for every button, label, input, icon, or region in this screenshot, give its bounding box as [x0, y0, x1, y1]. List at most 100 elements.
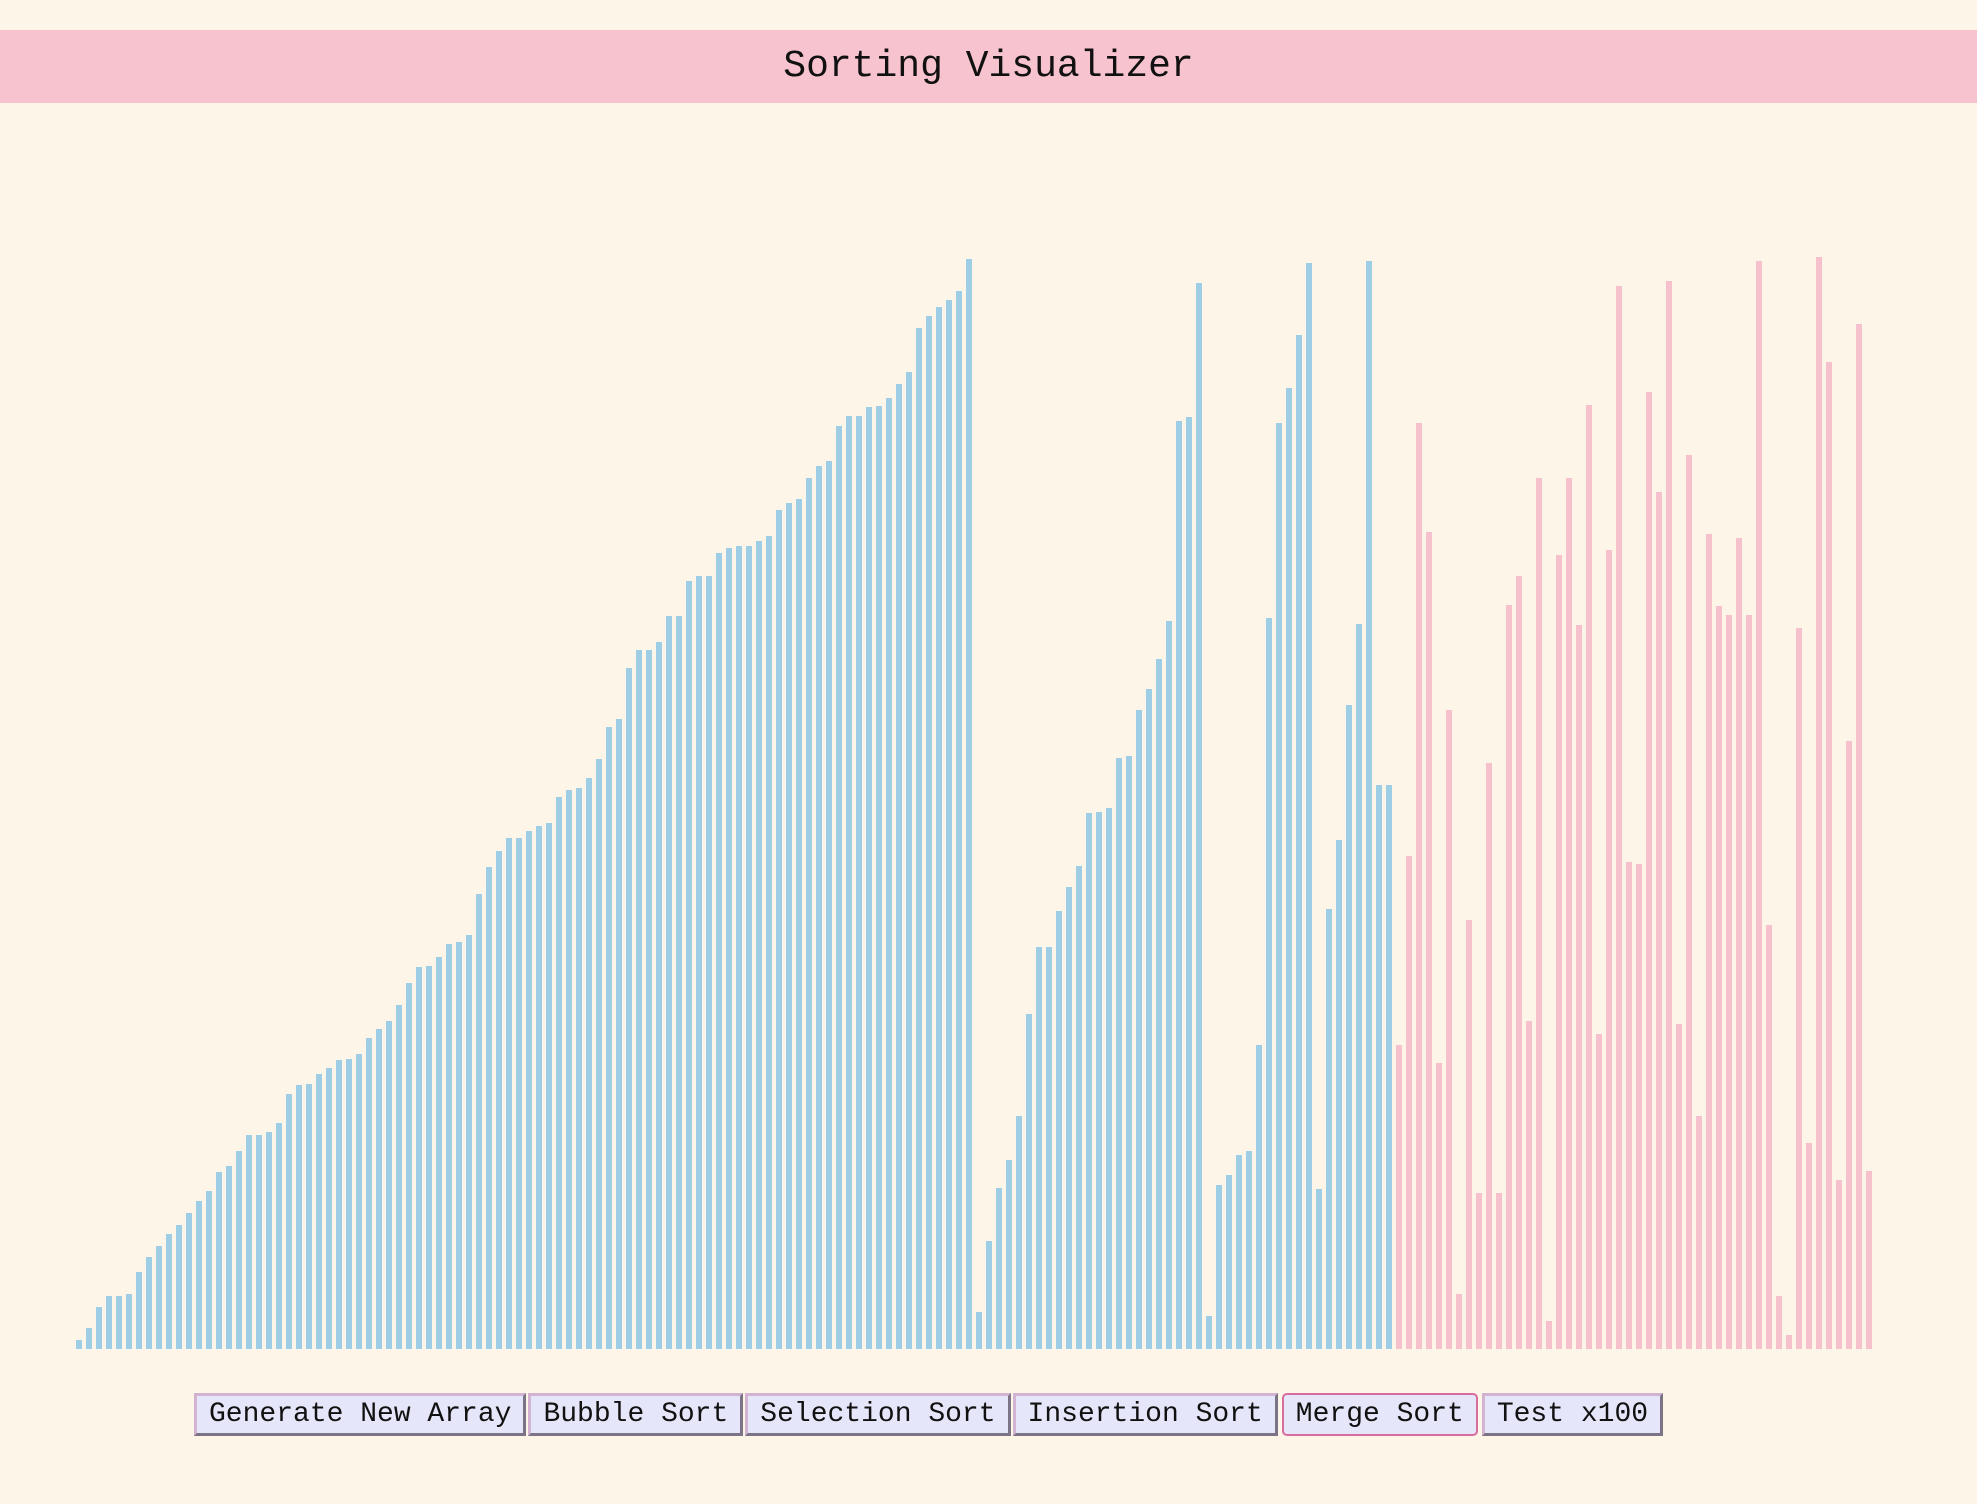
array-bar — [1376, 785, 1382, 1349]
array-bar — [1196, 283, 1202, 1349]
array-bar — [836, 425, 842, 1349]
array-bar — [1456, 1293, 1462, 1349]
button[interactable]: Merge Sort — [1281, 1393, 1478, 1436]
array-bar — [1436, 1062, 1442, 1349]
array-bar — [986, 1240, 992, 1349]
array-bar — [406, 983, 412, 1349]
array-bar — [1246, 1151, 1252, 1349]
title: Sorting Visualizer — [783, 45, 1194, 88]
button[interactable]: Generate New Array — [194, 1393, 527, 1436]
header: Sorting Visualizer — [0, 30, 1977, 103]
array-bar — [846, 415, 852, 1349]
array-bar — [566, 790, 572, 1349]
array-bar — [976, 1312, 982, 1349]
array-bar — [1296, 335, 1302, 1349]
array-bar — [1476, 1192, 1482, 1349]
array-bar — [1136, 709, 1142, 1349]
array-bar — [1346, 704, 1352, 1349]
array-bar — [186, 1212, 192, 1349]
array-bar — [266, 1132, 272, 1349]
array-bar — [1546, 1321, 1552, 1349]
array-bar — [236, 1151, 242, 1349]
array-bar — [1126, 756, 1132, 1349]
bar-area — [76, 256, 1872, 1349]
array-bar — [906, 371, 912, 1349]
array-bar — [1216, 1185, 1222, 1349]
button[interactable]: Bubble Sort — [528, 1393, 744, 1436]
array-bar — [396, 1004, 402, 1349]
array-bar — [1756, 260, 1762, 1349]
array-bar — [216, 1172, 222, 1349]
array-bar — [456, 941, 462, 1349]
array-bar — [936, 307, 942, 1349]
array-bar — [1606, 549, 1612, 1349]
array-bar — [676, 616, 682, 1349]
array-bar — [956, 291, 962, 1349]
array-bar — [476, 893, 482, 1349]
array-bar — [656, 641, 662, 1349]
array-bar — [246, 1134, 252, 1349]
array-bar — [1626, 862, 1632, 1349]
array-bar — [136, 1272, 142, 1349]
array-bar — [126, 1293, 132, 1349]
array-bar — [1736, 538, 1742, 1349]
array-bar — [1836, 1180, 1842, 1349]
array-bar — [1326, 908, 1332, 1349]
array-bar — [856, 415, 862, 1349]
array-bar — [416, 966, 422, 1349]
array-bar — [1796, 627, 1802, 1349]
array-bar — [326, 1067, 332, 1349]
array-bar — [1086, 813, 1092, 1349]
array-bar — [516, 838, 522, 1349]
array-bar — [526, 830, 532, 1349]
array-bar — [1496, 1192, 1502, 1349]
array-bar — [1206, 1316, 1212, 1349]
array-bar — [556, 796, 562, 1349]
array-bar — [806, 477, 812, 1349]
button[interactable]: Selection Sort — [745, 1393, 1011, 1436]
array-bar — [1156, 659, 1162, 1349]
array-bar — [1046, 946, 1052, 1349]
array-bar — [796, 499, 802, 1349]
array-bar — [1036, 946, 1042, 1349]
array-bar — [1446, 709, 1452, 1349]
array-bar — [1776, 1296, 1782, 1349]
array-bar — [1566, 477, 1572, 1349]
array-bar — [1056, 911, 1062, 1349]
array-bar — [436, 956, 442, 1349]
array-bar — [1556, 554, 1562, 1349]
array-bar — [536, 825, 542, 1349]
array-bar — [1146, 689, 1152, 1349]
array-bar — [1786, 1335, 1792, 1349]
array-bar — [1116, 757, 1122, 1349]
array-bar — [706, 576, 712, 1349]
array-bar — [156, 1245, 162, 1349]
array-bar — [666, 616, 672, 1349]
array-bar — [786, 502, 792, 1349]
array-bar — [826, 461, 832, 1349]
array-bar — [1746, 615, 1752, 1349]
array-bar — [1806, 1143, 1812, 1349]
array-bar — [916, 327, 922, 1349]
button[interactable]: Test x100 — [1481, 1393, 1664, 1436]
array-bar — [1256, 1045, 1262, 1349]
array-bar — [1006, 1159, 1012, 1349]
array-bar — [966, 259, 972, 1349]
array-bar — [486, 867, 492, 1349]
array-bar — [346, 1058, 352, 1349]
array-bar — [1536, 477, 1542, 1349]
array-bar — [766, 535, 772, 1349]
array-bar — [726, 548, 732, 1349]
array-bar — [1276, 423, 1282, 1349]
array-bar — [1096, 811, 1102, 1349]
array-bar — [1016, 1115, 1022, 1349]
array-bar — [596, 758, 602, 1349]
button[interactable]: Insertion Sort — [1012, 1393, 1278, 1436]
array-bar — [1646, 391, 1652, 1349]
array-bar — [286, 1094, 292, 1349]
array-bar — [226, 1166, 232, 1349]
array-bar — [1066, 887, 1072, 1349]
array-bar — [1316, 1188, 1322, 1349]
array-bar — [1396, 1045, 1402, 1349]
array-bar — [926, 316, 932, 1349]
